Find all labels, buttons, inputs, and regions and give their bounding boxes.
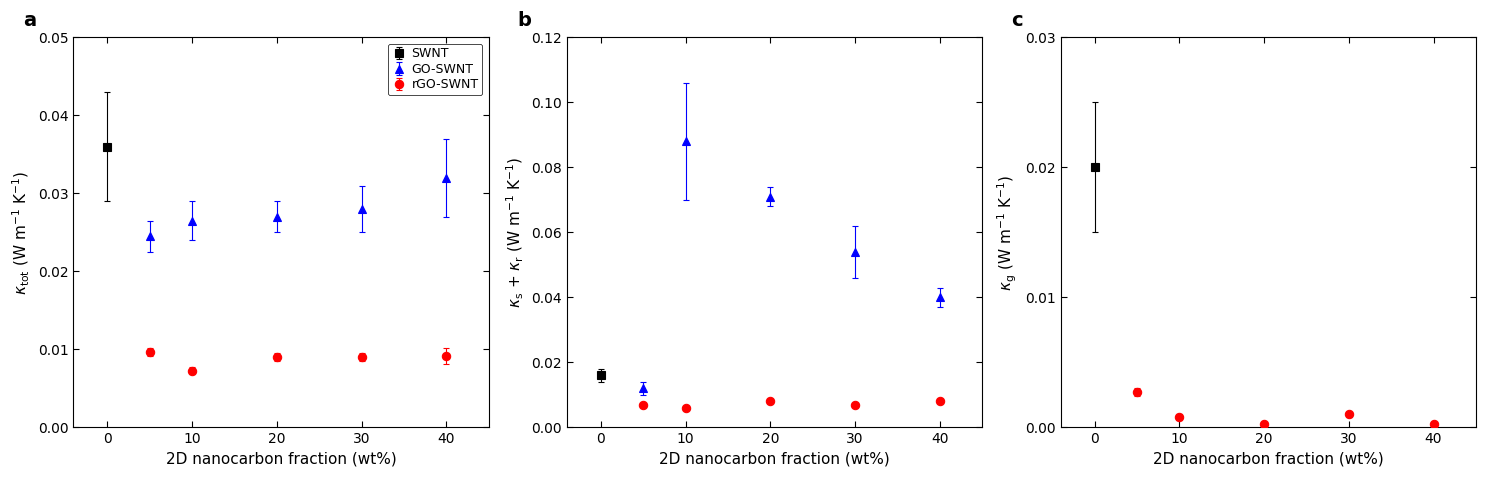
Text: a: a xyxy=(24,11,37,30)
X-axis label: 2D nanocarbon fraction (wt%): 2D nanocarbon fraction (wt%) xyxy=(659,452,891,467)
Legend: SWNT, GO-SWNT, rGO-SWNT: SWNT, GO-SWNT, rGO-SWNT xyxy=(388,43,482,95)
Y-axis label: $\it{\kappa}$$_{\rm s}$ + $\it{\kappa}$$_{\rm r}$ (W m$^{-1}$ K$^{-1}$): $\it{\kappa}$$_{\rm s}$ + $\it{\kappa}$$… xyxy=(504,157,526,308)
Y-axis label: $\it{\kappa}$$_{\rm g}$ (W m$^{-1}$ K$^{-1}$): $\it{\kappa}$$_{\rm g}$ (W m$^{-1}$ K$^{… xyxy=(996,174,1020,291)
Text: c: c xyxy=(1011,11,1023,30)
Y-axis label: $\it{\kappa}$$_{\rm tot}$ (W m$^{-1}$ K$^{-1}$): $\it{\kappa}$$_{\rm tot}$ (W m$^{-1}$ K$… xyxy=(10,170,33,294)
X-axis label: 2D nanocarbon fraction (wt%): 2D nanocarbon fraction (wt%) xyxy=(165,452,397,467)
X-axis label: 2D nanocarbon fraction (wt%): 2D nanocarbon fraction (wt%) xyxy=(1152,452,1383,467)
Text: b: b xyxy=(517,11,531,30)
